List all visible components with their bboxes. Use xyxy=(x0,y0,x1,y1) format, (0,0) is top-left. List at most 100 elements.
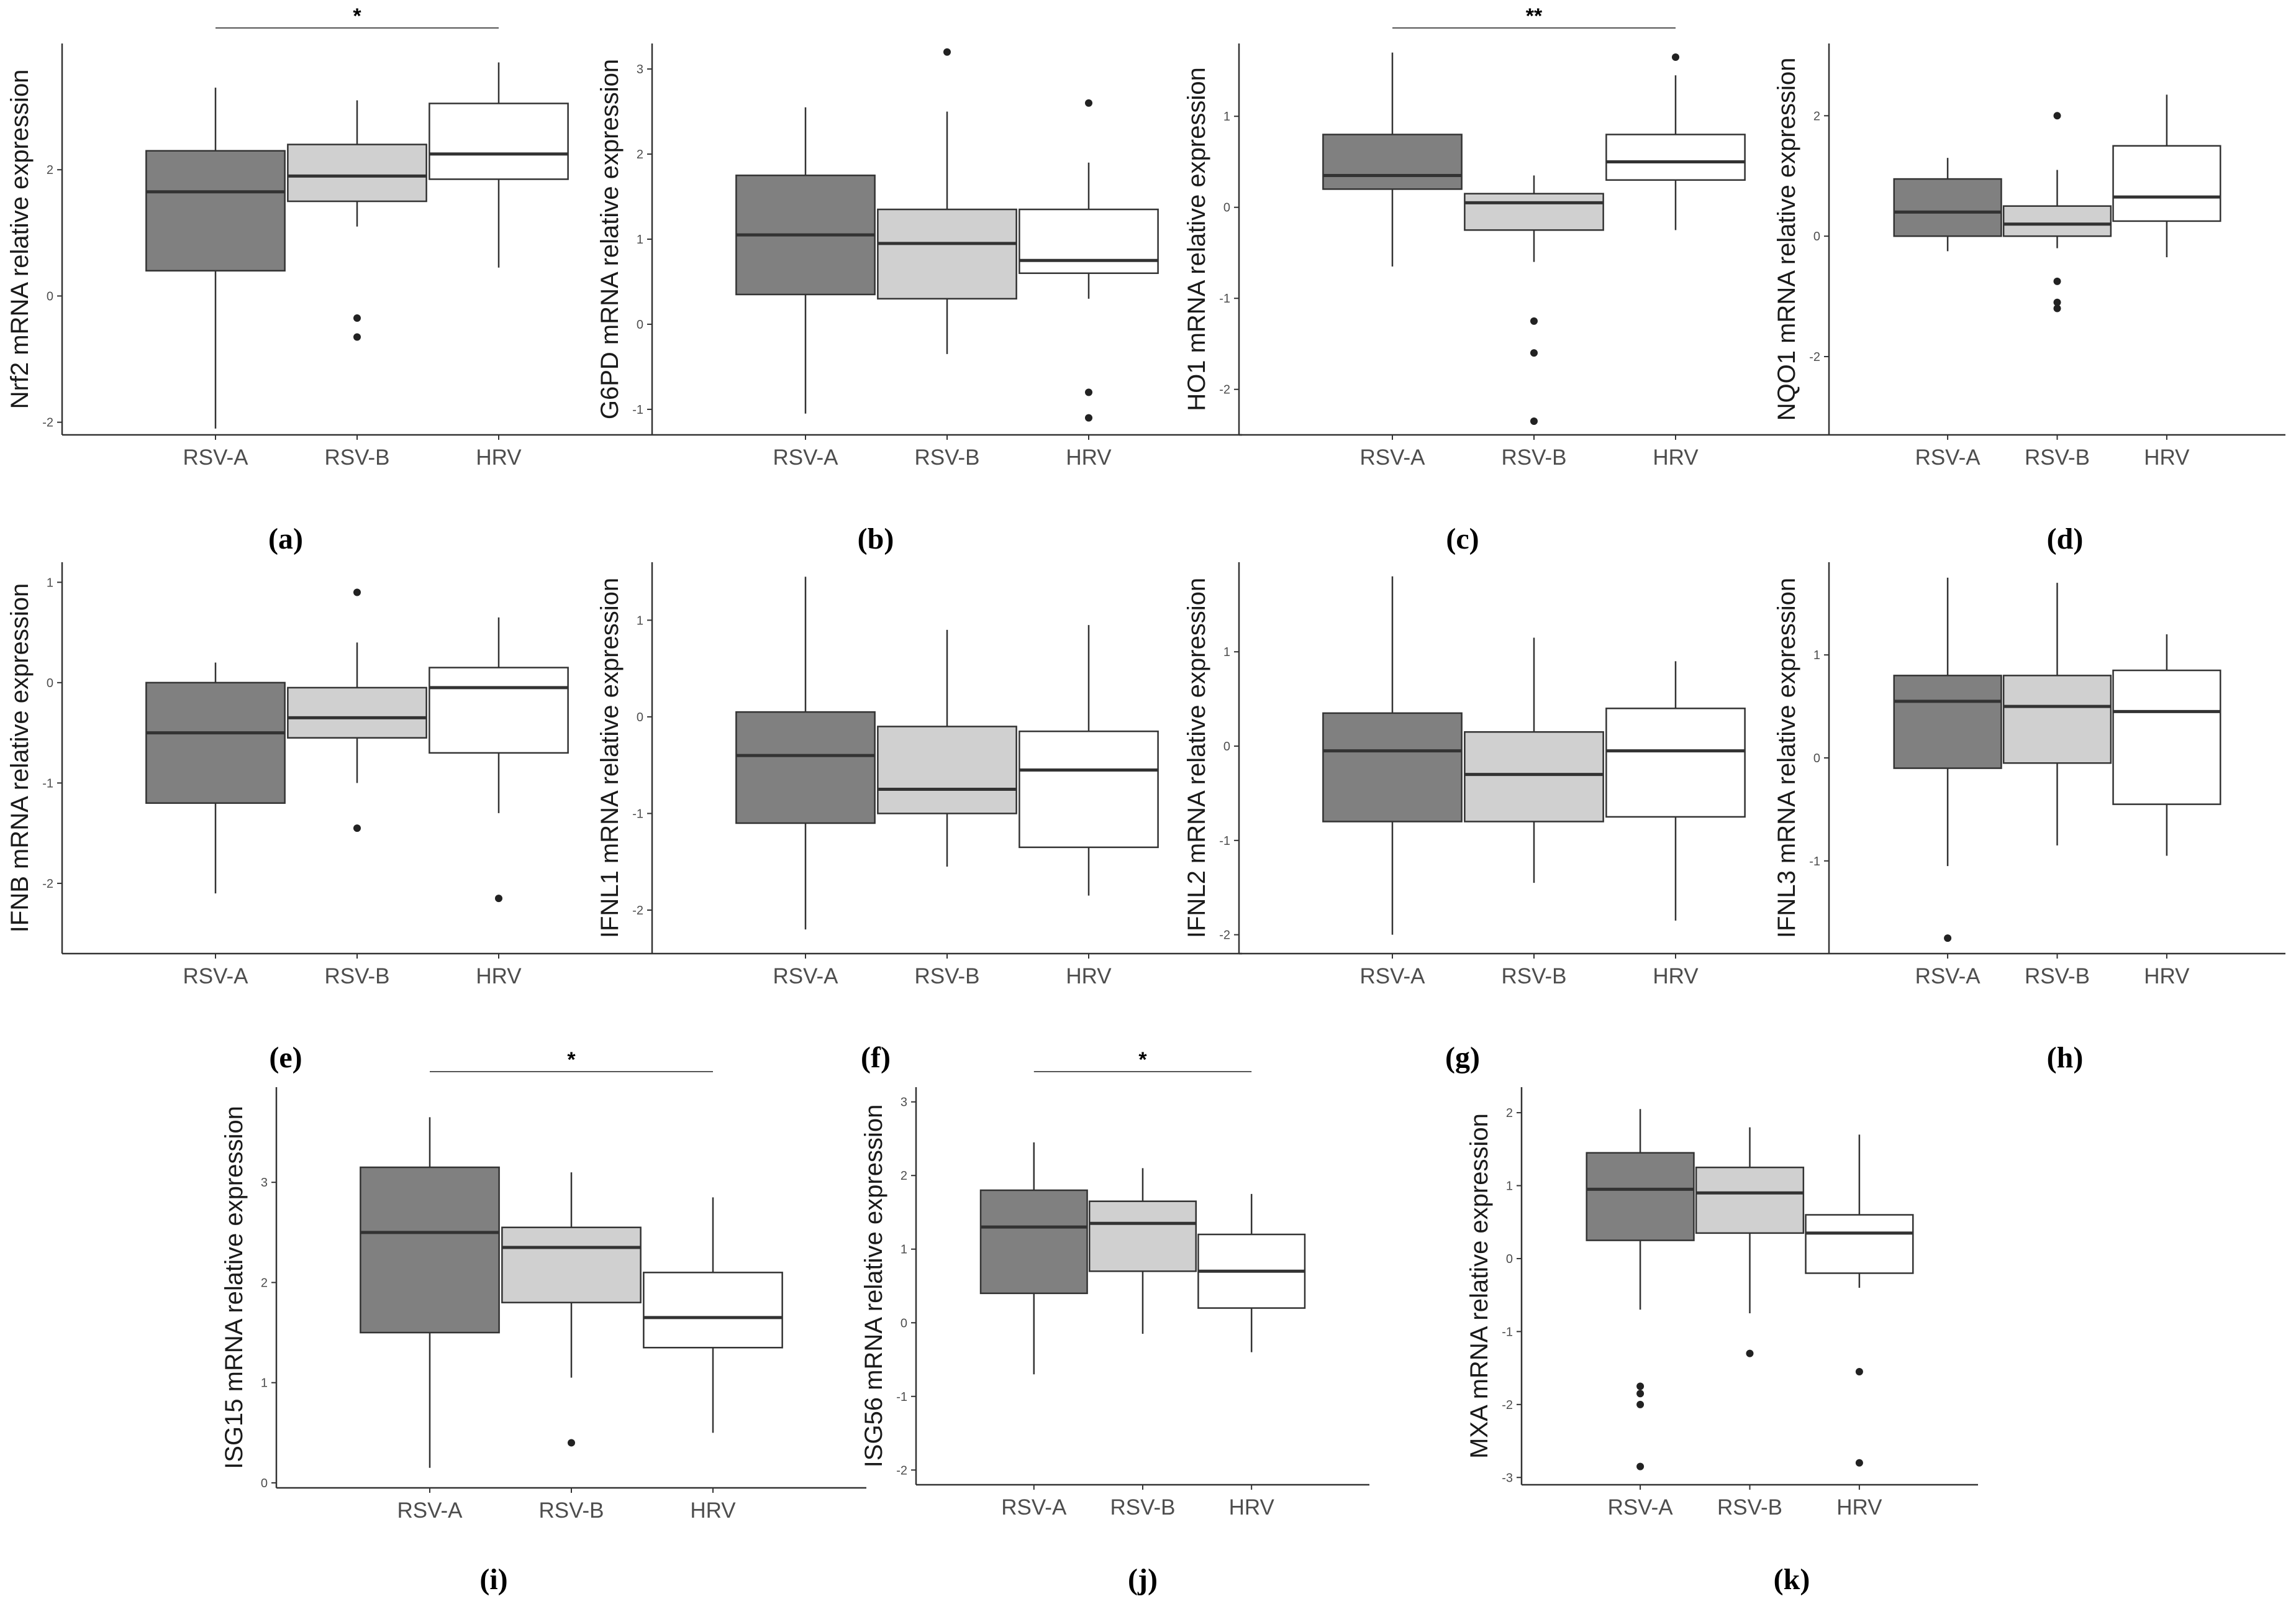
y-tick-label: -2 xyxy=(896,1464,907,1477)
y-tick-label: 1 xyxy=(901,1243,907,1257)
x-tick-label: HRV xyxy=(476,445,522,470)
y-axis-label: ISG56 mRNA relative expression xyxy=(860,1105,887,1468)
box-rsv-b xyxy=(501,1172,642,1447)
y-tick-label: -1 xyxy=(632,807,643,821)
outlier-point xyxy=(1855,1459,1863,1467)
y-tick-label: -1 xyxy=(632,403,643,417)
y-axis-label: HO1 mRNA relative expression xyxy=(1183,67,1210,411)
box-rsv-b xyxy=(2002,583,2112,846)
panel-caption: (j) xyxy=(1128,1563,1158,1596)
y-tick-label: 2 xyxy=(901,1169,907,1183)
panel-caption: (i) xyxy=(479,1563,508,1596)
panel-caption: (h) xyxy=(2046,1041,2084,1074)
panel-caption: (f) xyxy=(861,1041,891,1074)
y-tick-label: -1 xyxy=(42,777,53,790)
iqr-box xyxy=(1805,1214,1914,1274)
box-rsv-a xyxy=(1586,1109,1695,1470)
outlier-point xyxy=(1530,349,1538,357)
y-tick-label: 0 xyxy=(261,1477,268,1490)
x-tick-label: RSV-B xyxy=(2025,964,2090,988)
box-rsv-a xyxy=(735,577,876,930)
outlier-point xyxy=(1530,417,1538,426)
y-axis-label: IFNL3 mRNA relative expression xyxy=(1773,578,1800,938)
y-tick-label: 1 xyxy=(1813,649,1820,662)
y-tick-label: 1 xyxy=(261,1377,268,1390)
box-rsv-b xyxy=(877,629,1017,867)
outlier-point xyxy=(353,333,361,341)
significance-label: * xyxy=(1138,1048,1147,1072)
x-tick-label: RSV-B xyxy=(1717,1495,1782,1520)
x-tick-label: RSV-A xyxy=(1359,445,1425,470)
x-tick-label: HRV xyxy=(1229,1495,1275,1520)
iqr-box xyxy=(1019,730,1159,849)
iqr-box xyxy=(2002,205,2112,237)
y-tick-label: -2 xyxy=(1219,383,1230,397)
outlier-point xyxy=(1746,1349,1754,1357)
y-axis-label: IFNL1 mRNA relative expression xyxy=(596,578,624,938)
y-tick-label: -1 xyxy=(1219,834,1230,848)
outlier-point xyxy=(1085,99,1092,107)
x-tick-label: RSV-A xyxy=(183,445,248,470)
y-axis-label: MXA mRNA relative expression xyxy=(1466,1113,1493,1459)
iqr-box xyxy=(501,1226,642,1303)
x-tick-label: RSV-B xyxy=(914,445,979,470)
iqr-box xyxy=(1464,731,1604,823)
box-hrv xyxy=(429,62,569,268)
box-rsv-a xyxy=(1322,576,1463,935)
y-tick-label: 0 xyxy=(47,677,53,690)
y-tick-label: 1 xyxy=(637,233,643,247)
iqr-box xyxy=(1019,208,1159,275)
box-rsv-a xyxy=(1893,158,2002,252)
y-tick-label: -1 xyxy=(896,1390,907,1404)
box-rsv-a xyxy=(1893,577,2002,942)
y-tick-label: 2 xyxy=(261,1276,268,1290)
y-tick-label: 0 xyxy=(1506,1252,1513,1266)
x-tick-label: RSV-B xyxy=(1501,964,1566,988)
x-tick-label: HRV xyxy=(1653,445,1699,470)
iqr-box xyxy=(877,726,1017,814)
iqr-box xyxy=(1322,134,1463,190)
x-tick-label: RSV-A xyxy=(397,1498,463,1523)
x-tick-label: HRV xyxy=(1836,1495,1882,1520)
outlier-point xyxy=(943,48,951,56)
x-tick-label: RSV-B xyxy=(2025,445,2090,470)
box-rsv-b xyxy=(1695,1127,1805,1357)
x-tick-label: RSV-B xyxy=(324,964,389,988)
y-tick-label: -2 xyxy=(42,416,53,430)
panel-caption: (a) xyxy=(268,522,303,555)
x-tick-label: HRV xyxy=(1066,964,1112,988)
box-rsv-a xyxy=(979,1142,1088,1375)
x-tick-label: HRV xyxy=(1653,964,1699,988)
x-tick-label: RSV-A xyxy=(773,445,838,470)
x-tick-label: HRV xyxy=(2144,445,2190,470)
box-rsv-b xyxy=(1464,175,1604,426)
panel-caption: (b) xyxy=(857,522,894,555)
iqr-box xyxy=(145,150,286,272)
box-rsv-a xyxy=(145,88,286,429)
iqr-box xyxy=(2112,145,2221,222)
outlier-point xyxy=(1672,53,1679,61)
y-axis-label: NQO1 mRNA relative expression xyxy=(1773,58,1800,421)
iqr-box xyxy=(735,711,876,824)
outlier-point xyxy=(1636,1382,1645,1390)
box-rsv-a xyxy=(735,107,876,414)
outlier-point xyxy=(2053,112,2061,120)
box-hrv xyxy=(429,617,569,903)
iqr-box xyxy=(1464,193,1604,231)
outlier-point xyxy=(2053,304,2061,312)
y-tick-label: 2 xyxy=(47,163,53,177)
y-tick-label: 0 xyxy=(47,289,53,303)
box-rsv-a xyxy=(145,662,286,894)
y-tick-label: -3 xyxy=(1502,1471,1513,1485)
box-rsv-b xyxy=(2002,112,2112,312)
y-axis-label: IFNL2 mRNA relative expression xyxy=(1183,578,1210,938)
box-hrv xyxy=(1019,99,1159,422)
y-tick-label: -2 xyxy=(1502,1398,1513,1412)
y-tick-label: 1 xyxy=(637,614,643,627)
panel-caption: (g) xyxy=(1445,1041,1480,1074)
iqr-box xyxy=(1605,708,1746,818)
box-rsv-b xyxy=(1464,637,1604,883)
